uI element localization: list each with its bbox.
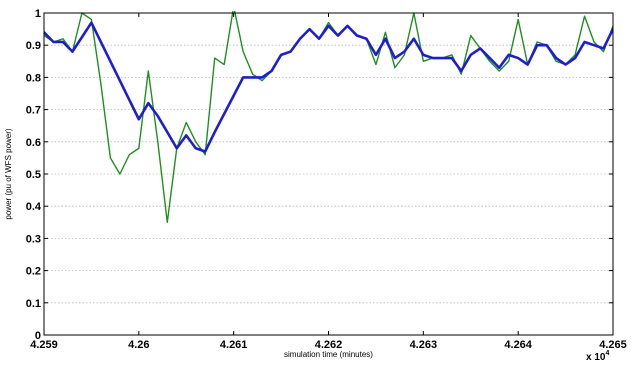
y-tick-label-6: 0.6 <box>26 137 41 149</box>
x-tick-label-6: 4.265 <box>599 339 627 351</box>
x-tick-label-0: 4.259 <box>30 339 58 351</box>
x-axis-multiplier-exponent: 4 <box>605 350 609 357</box>
y-tick-label-1: 0.1 <box>26 298 41 310</box>
series-line-2 <box>44 21 613 153</box>
x-tick-label-4: 4.263 <box>410 339 438 351</box>
x-tick-label-2: 4.261 <box>220 339 248 351</box>
y-tick-label-2: 0.2 <box>26 266 41 278</box>
x-tick-labels: 4.259 4.26 4.261 4.262 4.263 4.264 4.265 <box>30 339 627 351</box>
series-lines <box>44 11 613 224</box>
grid-lines <box>44 44 613 304</box>
y-tick-label-3: 0.3 <box>26 233 41 245</box>
x-axis-multiplier: x 104 <box>586 350 609 363</box>
y-tick-label-8: 0.8 <box>26 72 41 84</box>
y-tick-label-9: 0.9 <box>26 40 41 52</box>
y-tick-label-0: 0 <box>35 330 41 342</box>
x-tick-label-3: 4.262 <box>315 339 343 351</box>
x-tick-label-5: 4.264 <box>504 339 532 351</box>
y-axis-label: power (pu of WFS power) <box>4 128 13 219</box>
y-tick-label-4: 0.4 <box>26 201 42 213</box>
x-tick-label-1: 4.26 <box>128 339 149 351</box>
y-tick-label-5: 0.5 <box>26 169 41 181</box>
y-tick-label-10: 1 <box>35 8 41 20</box>
x-axis-label: simulation time (minutes) <box>284 350 373 359</box>
axis-ticks <box>43 12 614 336</box>
x-axis-multiplier-base: x 10 <box>586 352 606 363</box>
y-tick-label-7: 0.7 <box>26 105 41 117</box>
series-line-1 <box>44 11 613 224</box>
y-tick-labels: 0 0.1 0.2 0.3 0.4 0.5 0.6 0.7 0.8 0.9 1 <box>26 8 42 342</box>
